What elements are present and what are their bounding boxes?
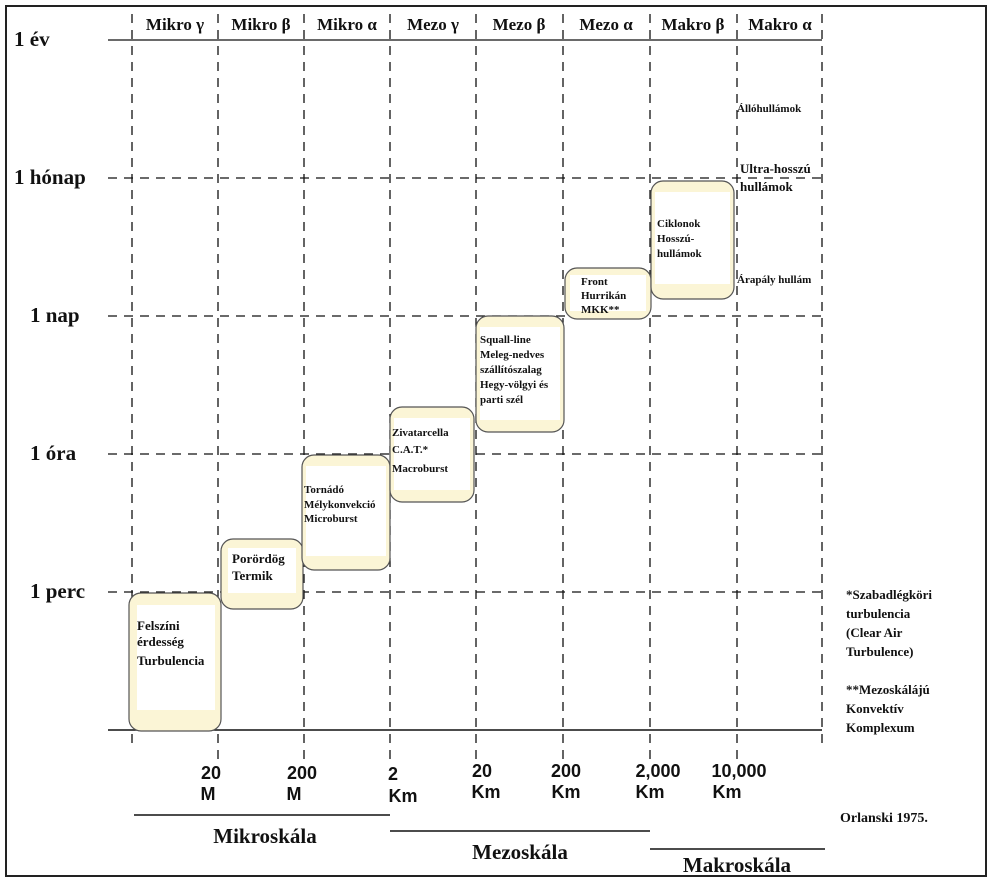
- distance-value: 200: [551, 761, 581, 781]
- box-text: Felszíni érdesség Turbulencia: [137, 618, 205, 668]
- distance-unit: M: [201, 784, 216, 804]
- scale-headers: Mikro γ Mikro β Mikro α Mezo γ Mezo β Me…: [146, 15, 812, 34]
- label-arapaly: Árapály hullám: [737, 274, 811, 286]
- distance-unit: M: [287, 784, 302, 804]
- time-label-ev: 1 év: [14, 27, 50, 51]
- box-text: Porördög Termik: [232, 551, 288, 583]
- distance-value: 20: [201, 763, 221, 783]
- side-labels: Állóhullámok Ultra-hosszú hullámok Árapá…: [737, 103, 814, 286]
- box-ciklonok: Ciklonok Hosszú- hullámok: [650, 180, 735, 300]
- mikroskala-label: Mikroskála: [213, 824, 317, 848]
- scale-groups: Mikroskála Mezoskála Makroskála: [134, 814, 825, 877]
- header-mezo-alpha: Mezo α: [579, 15, 633, 34]
- distance-value: 10,000: [711, 761, 766, 781]
- box-text: Tornádó Mélykonvekció Microburst: [304, 484, 378, 525]
- header-mikro-gamma: Mikro γ: [146, 15, 204, 34]
- distance-value: 2,000: [635, 761, 680, 781]
- box-zivatarcella: Zivatarcella C.A.T.* Macroburst: [389, 406, 475, 503]
- time-label-honap: 1 hónap: [14, 165, 86, 189]
- distance-unit: Km: [635, 782, 664, 802]
- box-tornado: Tornádó Mélykonvekció Microburst: [301, 454, 391, 571]
- header-mikro-alpha: Mikro α: [317, 15, 377, 34]
- box-felszini-turbulencia: Felszíni érdesség Turbulencia: [128, 592, 222, 732]
- box-text: Front Hurrikán MKK**: [581, 276, 629, 316]
- time-label-nap: 1 nap: [30, 303, 80, 327]
- footnotes: *Szabadlégköri turbulencia (Clear Air Tu…: [840, 587, 935, 826]
- box-porordog-termik: Porördög Termik: [220, 538, 304, 610]
- footnote-mkk: **Mezoskálájú Konvektív Komplexum: [846, 682, 933, 735]
- distance-value: 20: [472, 761, 492, 781]
- distance-unit: Km: [712, 782, 741, 802]
- header-mezo-gamma: Mezo γ: [407, 15, 459, 34]
- label-ultra-hosszu: Ultra-hosszú hullámok: [740, 161, 814, 194]
- box-front-hurrikan: Front Hurrikán MKK**: [564, 267, 652, 320]
- time-axis-labels: 1 év 1 hónap 1 nap 1 óra 1 perc: [14, 27, 86, 603]
- makroskala-label: Makroskála: [683, 853, 792, 877]
- distance-value: 2: [388, 764, 398, 784]
- distance-axis-labels: 20 M 200 M 2 Km 20 Km 200 Km 2,000 Km 10…: [201, 761, 767, 806]
- footnote-cat: *Szabadlégköri turbulencia (Clear Air Tu…: [846, 587, 935, 659]
- distance-unit: Km: [388, 786, 417, 806]
- box-text: Ciklonok Hosszú- hullámok: [657, 218, 703, 260]
- source-citation: Orlanski 1975.: [840, 811, 928, 826]
- distance-unit: Km: [551, 782, 580, 802]
- header-makro-beta: Makro β: [662, 15, 725, 34]
- box-squall-line: Squall-line Meleg-nedves szállítószalag …: [475, 315, 565, 433]
- time-label-ora: 1 óra: [30, 441, 77, 465]
- time-label-perc: 1 perc: [30, 579, 85, 603]
- header-makro-alpha: Makro α: [748, 15, 812, 34]
- box-text: Zivatarcella C.A.T.* Macroburst: [392, 427, 451, 475]
- box-text: Squall-line Meleg-nedves szállítószalag …: [480, 334, 551, 406]
- header-mezo-beta: Mezo β: [493, 15, 546, 34]
- mezoskala-label: Mezoskála: [472, 840, 568, 864]
- phenomena-boxes: Felszíni érdesség Turbulencia Porördög T…: [128, 180, 735, 732]
- figure-frame: [5, 5, 987, 877]
- distance-value: 200: [287, 763, 317, 783]
- header-mikro-beta: Mikro β: [231, 15, 290, 34]
- label-allohullamok: Állóhullámok: [737, 103, 802, 115]
- distance-unit: Km: [471, 782, 500, 802]
